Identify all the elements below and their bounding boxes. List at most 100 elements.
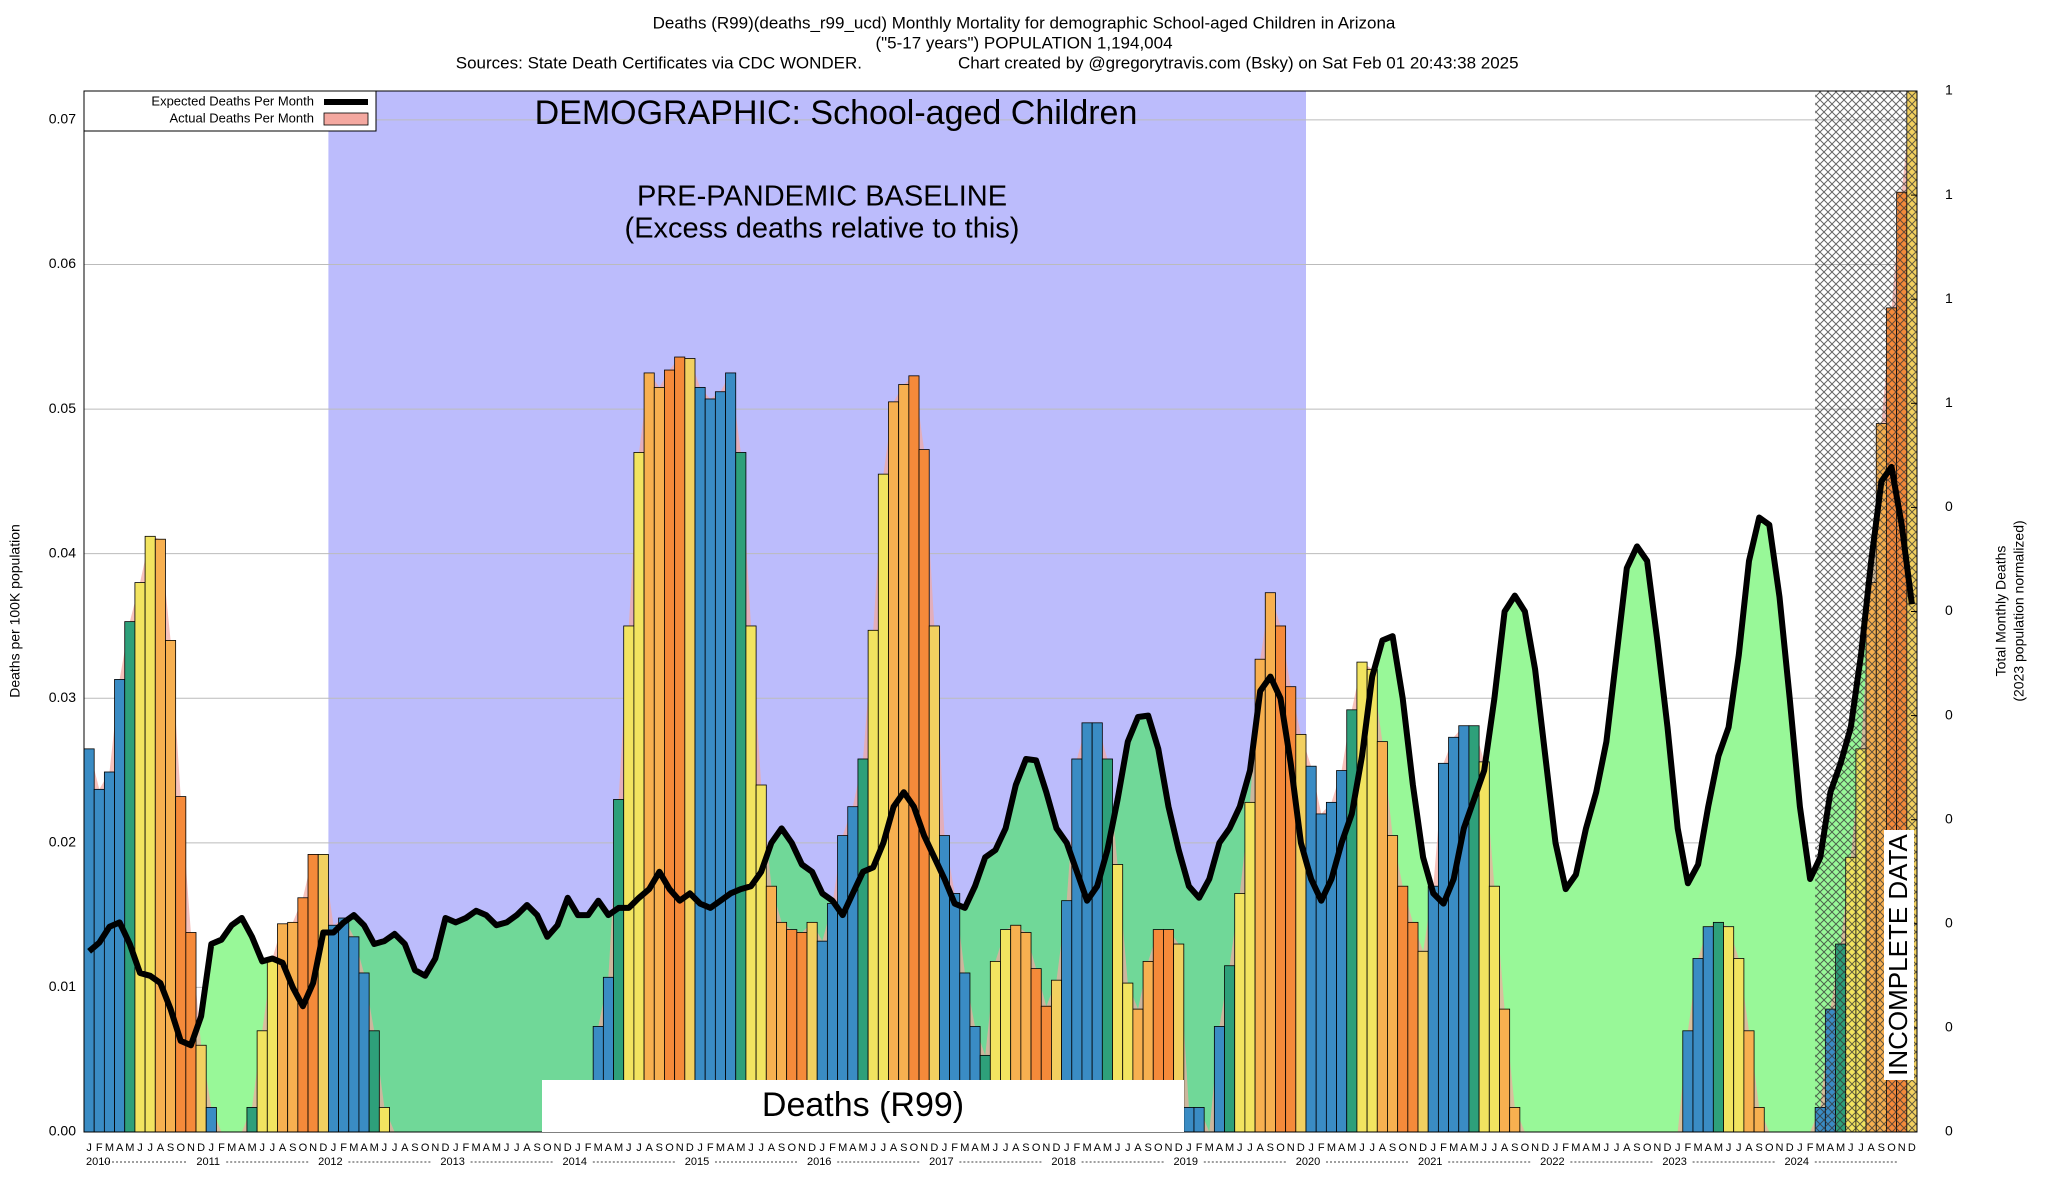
bar: [1682, 1030, 1694, 1133]
month-label: N: [1653, 1142, 1661, 1154]
month-label: A: [523, 1142, 531, 1154]
bar: [1427, 885, 1439, 1133]
bar: [674, 356, 686, 1133]
month-label: N: [1531, 1142, 1539, 1154]
y-tick-label: 0.00: [49, 1123, 76, 1139]
month-label: F: [218, 1142, 225, 1154]
annotation: DEMOGRAPHIC: School-aged Children: [535, 94, 1138, 132]
y-tick-label: 0.06: [49, 255, 76, 271]
year-label: 2016: [807, 1156, 831, 1168]
month-label: M: [960, 1142, 969, 1154]
legend-label: Actual Deaths Per Month: [169, 110, 314, 125]
month-label: M: [1327, 1142, 1336, 1154]
bar: [877, 473, 889, 1133]
year-label: 2018: [1051, 1156, 1075, 1168]
bar: [246, 1107, 258, 1133]
month-label: O: [299, 1142, 308, 1154]
plot-area: [83, 90, 1918, 1133]
annotation: INCOMPLETE DATA: [1883, 833, 1913, 1075]
month-label: M: [1103, 1142, 1112, 1154]
month-label: D: [1053, 1142, 1061, 1154]
bar: [205, 1107, 217, 1133]
year-label: 2011: [196, 1156, 220, 1168]
month-label: D: [442, 1142, 450, 1154]
month-label: O: [1887, 1142, 1896, 1154]
bar: [1733, 958, 1745, 1133]
bar: [928, 625, 940, 1133]
month-label: O: [787, 1142, 796, 1154]
bar: [704, 398, 716, 1133]
bar: [755, 784, 767, 1133]
month-label: N: [187, 1142, 195, 1154]
month-label: S: [1633, 1142, 1640, 1154]
month-label: S: [167, 1142, 174, 1154]
bar: [888, 401, 900, 1133]
y2-tick-label: 1: [1945, 82, 1953, 98]
bar: [317, 854, 329, 1133]
month-label: N: [431, 1142, 439, 1154]
month-label: N: [1165, 1142, 1173, 1154]
legend-box: [83, 90, 377, 132]
month-label: S: [1755, 1142, 1762, 1154]
month-label: O: [1521, 1142, 1530, 1154]
month-label: F: [1074, 1142, 1081, 1154]
month-label: F: [951, 1142, 958, 1154]
month-label: J: [820, 1142, 826, 1154]
month-label: A: [1338, 1142, 1346, 1154]
bar: [643, 372, 655, 1133]
bar: [368, 1030, 380, 1133]
bar: [1509, 1107, 1521, 1133]
month-label: J: [453, 1142, 459, 1154]
month-label: S: [1022, 1142, 1029, 1154]
month-label: J: [575, 1142, 581, 1154]
bar: [175, 796, 187, 1133]
bar: [664, 369, 676, 1133]
bar: [1478, 761, 1490, 1133]
month-label: D: [1786, 1142, 1794, 1154]
month-label: M: [105, 1142, 114, 1154]
title-line: ("5-17 years") POPULATION 1,194,004: [875, 33, 1172, 52]
bar: [1407, 921, 1419, 1133]
month-label: M: [1836, 1142, 1845, 1154]
year-label: 2020: [1296, 1156, 1320, 1168]
month-label: M: [1449, 1142, 1458, 1154]
month-label: M: [1571, 1142, 1580, 1154]
bar: [623, 625, 635, 1133]
bar: [714, 391, 726, 1133]
bar: [1723, 926, 1735, 1133]
month-label: J: [748, 1142, 754, 1154]
month-label: J: [1237, 1142, 1243, 1154]
month-label: D: [319, 1142, 327, 1154]
month-label: M: [716, 1142, 725, 1154]
month-label: D: [686, 1142, 694, 1154]
label-box: [542, 1080, 1184, 1132]
bar: [124, 621, 136, 1133]
bar: [1743, 1030, 1755, 1133]
month-label: M: [227, 1142, 236, 1154]
bar: [348, 936, 360, 1133]
month-label: A: [1379, 1142, 1387, 1154]
month-label: O: [910, 1142, 919, 1154]
bar: [857, 758, 869, 1133]
month-label: M: [1347, 1142, 1356, 1154]
month-label: A: [1582, 1142, 1590, 1154]
month-label: A: [360, 1142, 368, 1154]
month-label: A: [768, 1142, 776, 1154]
month-label: J: [1675, 1142, 1681, 1154]
month-label: M: [838, 1142, 847, 1154]
month-label: M: [981, 1142, 990, 1154]
year-label: 2014: [563, 1156, 587, 1168]
sources: Sources: State Death Certificates via CD…: [456, 53, 862, 72]
month-label: F: [1685, 1142, 1692, 1154]
month-label: M: [1082, 1142, 1091, 1154]
bar: [653, 386, 665, 1133]
month-label: J: [1858, 1142, 1864, 1154]
bar: [1692, 958, 1704, 1133]
month-label: J: [514, 1142, 520, 1154]
title-line: Deaths (R99)(deaths_r99_ucd) Monthly Mor…: [653, 13, 1396, 32]
month-label: A: [849, 1142, 857, 1154]
year-label: 2010: [86, 1156, 110, 1168]
month-label: A: [1705, 1142, 1713, 1154]
year-label: 2019: [1174, 1156, 1198, 1168]
